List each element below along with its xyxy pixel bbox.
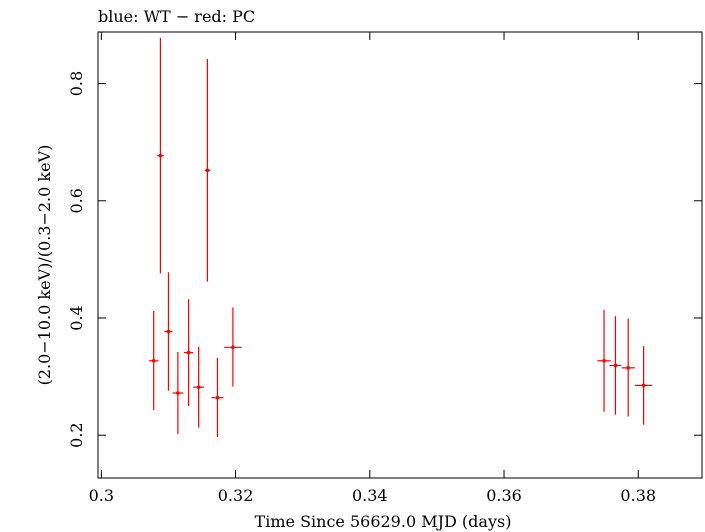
- data-point: [224, 307, 242, 387]
- plot-frame: [97, 31, 703, 479]
- chart-title: blue: WT − red: PC: [98, 7, 255, 26]
- data-point: [193, 346, 205, 428]
- x-tick-label: 0.3: [89, 486, 114, 505]
- data-point: [609, 316, 622, 415]
- y-tick-label: 0.8: [67, 71, 86, 96]
- x-tick-label: 0.34: [352, 486, 388, 505]
- data-point: [183, 299, 194, 406]
- data-marks: [149, 37, 653, 437]
- data-point: [157, 37, 164, 274]
- data-marker: [151, 358, 156, 363]
- data-marker: [626, 366, 630, 370]
- data-point: [164, 272, 173, 391]
- data-marker: [166, 329, 171, 334]
- data-marker: [186, 350, 191, 355]
- x-tick-label: 0.36: [486, 486, 522, 505]
- data-marker: [215, 395, 220, 400]
- data-marker: [196, 385, 201, 389]
- data-point: [149, 310, 159, 411]
- data-point: [172, 351, 184, 435]
- x-tick-label: 0.32: [218, 486, 254, 505]
- y-axis-label: (2.0−10.0 keV)/(0.3−2.0 keV): [35, 145, 54, 386]
- data-point: [204, 58, 211, 282]
- axis-ticks: [98, 32, 702, 478]
- axis-labels: 0.3 0.32 0.34 0.36 0.38 0.2 0.4 0.6 0.8: [67, 71, 656, 505]
- data-marker: [205, 168, 210, 173]
- data-marker: [231, 345, 235, 350]
- data-marker: [602, 358, 606, 363]
- series-pc: [149, 37, 653, 437]
- data-point: [634, 346, 653, 425]
- data-marker: [158, 153, 163, 158]
- y-tick-label: 0.4: [67, 305, 86, 330]
- data-marker: [613, 363, 618, 368]
- y-tick-label: 0.2: [67, 422, 86, 447]
- data-marker: [641, 383, 646, 388]
- data-point: [621, 318, 635, 417]
- data-point: [211, 357, 224, 437]
- data-marker: [176, 391, 180, 395]
- data-point: [597, 309, 611, 412]
- y-tick-label: 0.6: [67, 188, 86, 213]
- x-axis-label: Time Since 56629.0 MJD (days): [255, 512, 512, 531]
- x-tick-label: 0.38: [620, 486, 656, 505]
